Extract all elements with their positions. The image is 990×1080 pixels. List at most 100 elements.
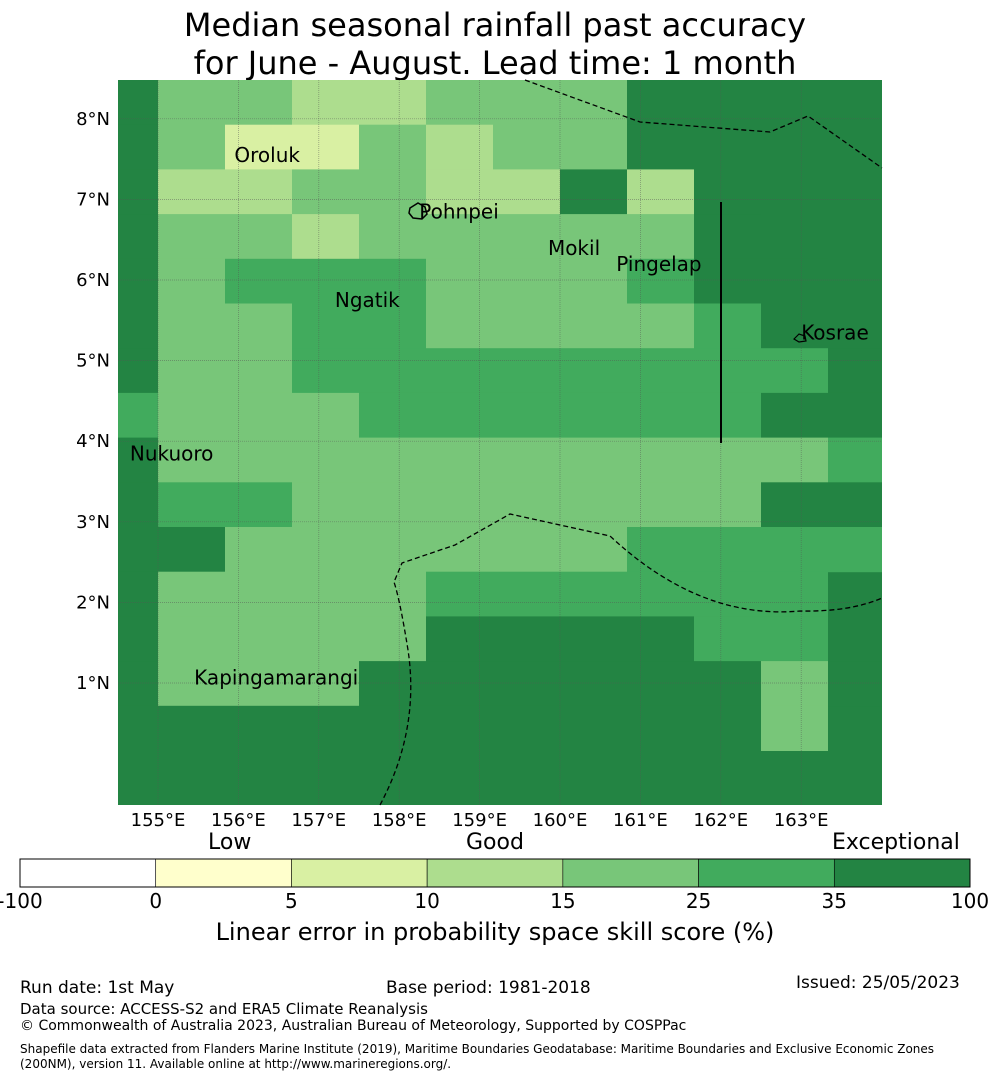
chart-title: Median seasonal rainfall past accuracy f… — [0, 6, 990, 82]
grid-cell — [158, 392, 225, 439]
grid-cell — [493, 616, 560, 662]
grid-cell — [225, 214, 292, 260]
run-date: Run date: 1st May — [20, 978, 175, 998]
place-label: Ngatik — [335, 288, 400, 312]
grid-cell — [118, 169, 158, 215]
legend-good-label: Good — [466, 830, 524, 855]
colorbar-outline — [19, 858, 971, 888]
grid-cell — [627, 616, 694, 662]
grid-cell — [493, 258, 560, 304]
grid-cell — [694, 392, 761, 439]
grid-cell — [828, 437, 882, 483]
lon-tick-label: 158°E — [372, 810, 427, 831]
colorbar-tick: 15 — [550, 889, 576, 913]
grid-cell — [158, 214, 225, 260]
grid-cell — [118, 705, 158, 751]
lat-tick-label: 1°N — [76, 673, 110, 694]
grid-cell — [627, 571, 694, 617]
lat-tick-label: 3°N — [76, 512, 110, 533]
grid-cell — [359, 705, 426, 751]
grid-cell — [158, 571, 225, 617]
colorbar-bin — [698, 858, 835, 888]
grid-cell — [225, 616, 292, 662]
grid-cell — [225, 303, 292, 349]
shapefile-credit: Shapefile data extracted from Flanders M… — [20, 1042, 935, 1071]
grid-cell — [118, 80, 158, 126]
grid-cell — [292, 392, 359, 439]
grid-cell — [426, 214, 493, 260]
grid-cell — [493, 124, 560, 170]
grid-cell — [694, 214, 761, 260]
grid-cell — [694, 348, 761, 394]
grid-cell — [225, 80, 292, 126]
grid-cell — [493, 482, 560, 528]
grid-cell — [292, 571, 359, 617]
grid-cell — [761, 303, 828, 349]
lon-tick-label: 163°E — [774, 810, 829, 831]
grid-cell — [761, 482, 828, 528]
grid-cell — [359, 348, 426, 394]
grid-cell — [828, 392, 882, 439]
skill-grid — [118, 80, 882, 805]
grid-cell — [118, 303, 158, 349]
grid-cell — [761, 527, 828, 573]
grid-cell — [225, 124, 292, 170]
grid-cell — [359, 437, 426, 483]
grid-cell — [359, 124, 426, 170]
grid-cell — [359, 392, 426, 439]
grid-cell — [225, 661, 292, 707]
grid-cell — [694, 437, 761, 483]
base-period: Base period: 1981-2018 — [386, 978, 591, 998]
place-label: Mokil — [548, 236, 600, 260]
grid-cell — [359, 571, 426, 617]
grid-cell — [158, 303, 225, 349]
grid-cell — [627, 527, 694, 573]
grid-cell — [560, 482, 627, 528]
grid-cell — [225, 482, 292, 528]
grid-cell — [761, 705, 828, 751]
grid-cell — [493, 527, 560, 573]
colorbar-bin — [19, 858, 157, 888]
grid-cell — [118, 527, 158, 573]
grid-cell — [292, 616, 359, 662]
lon-tick-label: 156°E — [211, 810, 266, 831]
grid-cell — [426, 124, 493, 170]
grid-cell — [225, 437, 292, 483]
grid-cell — [158, 80, 225, 126]
lat-tick-label: 4°N — [76, 431, 110, 452]
grid-cell — [359, 258, 426, 304]
place-label: Nukuoro — [130, 441, 214, 465]
grid-cell — [426, 303, 493, 349]
grid-cell — [627, 124, 694, 170]
grid-cell — [292, 124, 359, 170]
grid-cell — [359, 527, 426, 573]
grid-cell — [761, 392, 828, 439]
grid-cell — [761, 571, 828, 617]
grid-cell — [761, 616, 828, 662]
grid-cell — [560, 616, 627, 662]
place-label: Kosrae — [801, 320, 869, 344]
grid-cell — [292, 482, 359, 528]
grid-cell — [627, 482, 694, 528]
grid-cell — [560, 348, 627, 394]
eez-boundaries — [379, 79, 883, 806]
grid-cell — [158, 258, 225, 304]
grid-cell — [292, 437, 359, 483]
grid-cell — [292, 661, 359, 707]
legend-exceptional-label: Exceptional — [832, 830, 960, 855]
place-labels: Oroluk Pohnpei Mokil Pingelap Ngatik Kosrae Nu… — [130, 143, 869, 689]
grid-cell — [225, 571, 292, 617]
colorbar-tick: -100 — [0, 889, 43, 913]
grid-cell — [828, 661, 882, 707]
colorbar-bin — [562, 858, 699, 888]
pohnpei-island-outline — [408, 202, 428, 220]
colorbar-bin — [426, 858, 564, 888]
grid-cell — [560, 258, 627, 304]
grid-cell — [292, 348, 359, 394]
grid-cell — [158, 437, 225, 483]
grid-cell — [158, 482, 225, 528]
grid-cell — [225, 705, 292, 751]
colorbar-tick: 5 — [285, 889, 298, 913]
grid-cell — [118, 437, 158, 483]
grid-cell — [359, 616, 426, 662]
